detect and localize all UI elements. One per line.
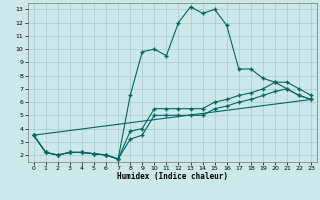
X-axis label: Humidex (Indice chaleur): Humidex (Indice chaleur) [117, 172, 228, 181]
